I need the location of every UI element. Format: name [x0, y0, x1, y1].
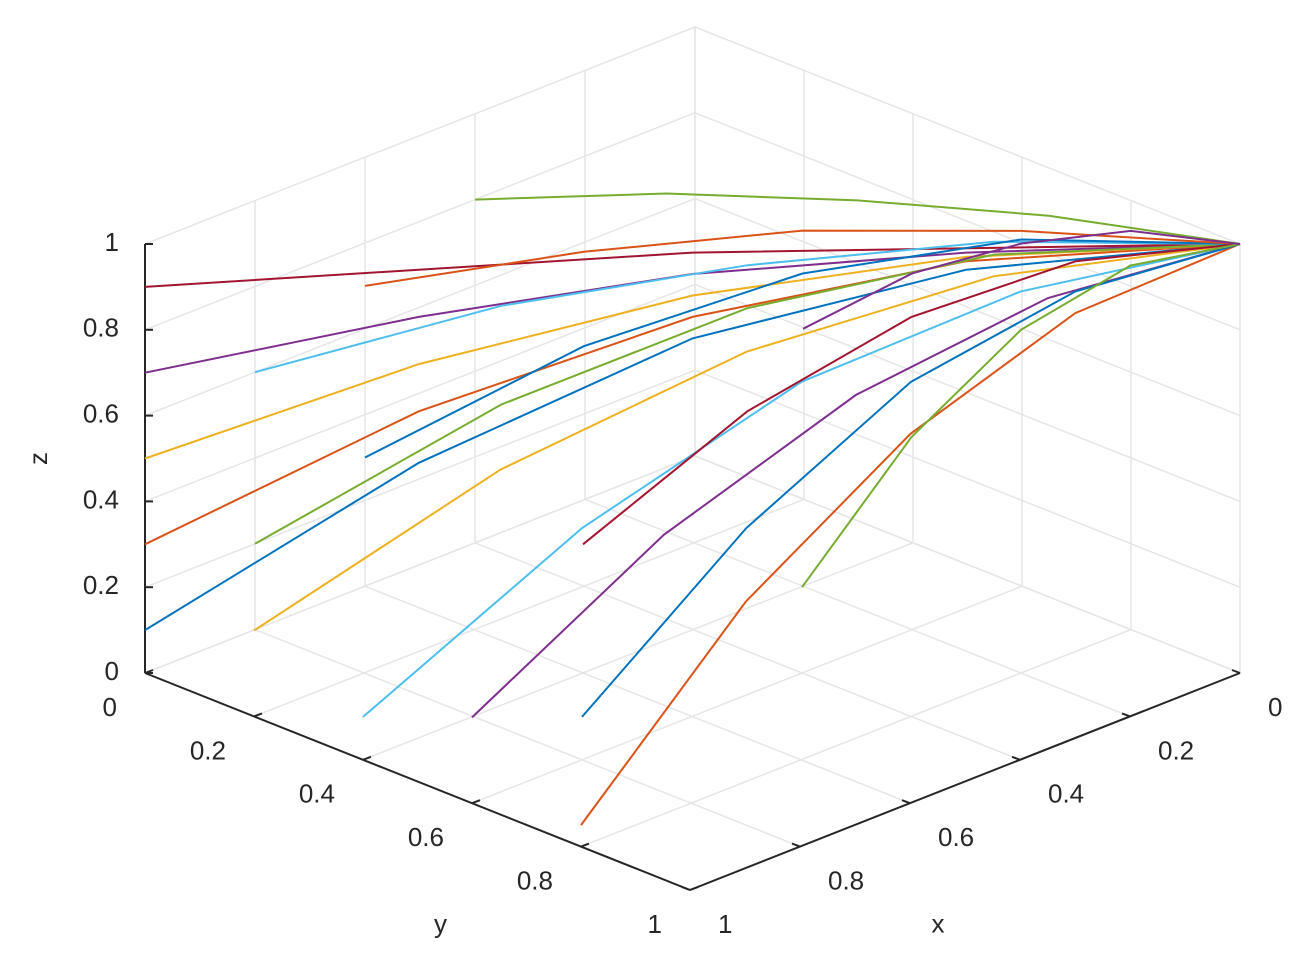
- data-line: [253, 243, 1241, 632]
- grid-line: [144, 26, 696, 245]
- grid-line: [694, 112, 1241, 331]
- tick-mark: [901, 799, 911, 805]
- z-tick-label: 0: [105, 656, 119, 686]
- grid-line: [144, 369, 696, 588]
- grid-line: [694, 455, 1241, 674]
- data-line: [582, 243, 1241, 546]
- grid-line: [474, 542, 1021, 761]
- z-tick-label: 1: [105, 227, 119, 257]
- y-tick-label: 1: [648, 909, 662, 939]
- data-line: [581, 243, 1241, 718]
- tick-mark: [362, 755, 372, 761]
- x-tick-label: 0.6: [938, 822, 974, 852]
- grid-line: [471, 585, 1023, 804]
- tick-mark: [580, 842, 590, 848]
- data-line: [364, 238, 1241, 459]
- z-axis-label: z: [23, 452, 53, 465]
- z-tick-label: 0.4: [83, 484, 119, 514]
- grid-line: [364, 585, 911, 804]
- y-tick-label: 0.2: [190, 735, 226, 765]
- x-tick-label: 0: [1268, 692, 1282, 722]
- tick-mark: [681, 886, 691, 891]
- tick-mark: [791, 842, 801, 848]
- y-tick-label: 0: [103, 692, 117, 722]
- y-axis-label: y: [434, 908, 447, 938]
- z-tick-label: 0.2: [83, 570, 119, 600]
- tick-mark: [689, 886, 699, 891]
- data-line: [254, 240, 1241, 374]
- y-tick-label: 0.4: [299, 779, 335, 809]
- data-line: [471, 243, 1241, 719]
- z-tick-label: 0.8: [83, 313, 119, 343]
- x-tick-label: 0.8: [828, 865, 864, 895]
- grid-line: [580, 628, 1132, 848]
- tick-mark: [1121, 712, 1131, 718]
- tick-mark: [471, 799, 481, 805]
- tick-mark: [144, 669, 154, 674]
- data-line: [144, 243, 1241, 631]
- grid-line: [144, 112, 696, 331]
- grid-line: [144, 283, 696, 503]
- grid-line: [694, 197, 1241, 417]
- x-tick-label: 1: [718, 909, 732, 939]
- data-line: [802, 229, 1241, 330]
- z-tick-label: 0.6: [83, 398, 119, 428]
- y-tick-label: 0.8: [517, 865, 553, 895]
- y-axis: [144, 672, 691, 891]
- data-line: [144, 243, 1241, 374]
- x-tick-label: 0.4: [1048, 779, 1084, 809]
- data-line: [144, 243, 1241, 288]
- grid-line: [254, 628, 801, 848]
- grid-line: [694, 26, 1241, 245]
- grid-line: [584, 498, 1131, 718]
- tick-mark: [253, 712, 263, 718]
- data-line: [144, 243, 1241, 546]
- grid-line: [144, 197, 696, 417]
- grid-line: [694, 369, 1241, 588]
- y-tick-label: 0.6: [408, 822, 444, 852]
- data-line: [362, 243, 1241, 718]
- x-axis-label: x: [932, 908, 945, 938]
- data-line: [580, 243, 1241, 826]
- x-tick-label: 0.2: [1158, 735, 1194, 765]
- tick-mark: [1231, 669, 1241, 674]
- grid-line: [253, 498, 805, 718]
- data-line: [474, 192, 1241, 245]
- x-axis: [689, 672, 1241, 891]
- grid-line: [144, 455, 696, 674]
- data-line: [254, 243, 1241, 545]
- tick-mark: [1011, 755, 1021, 761]
- data-line: [801, 243, 1241, 588]
